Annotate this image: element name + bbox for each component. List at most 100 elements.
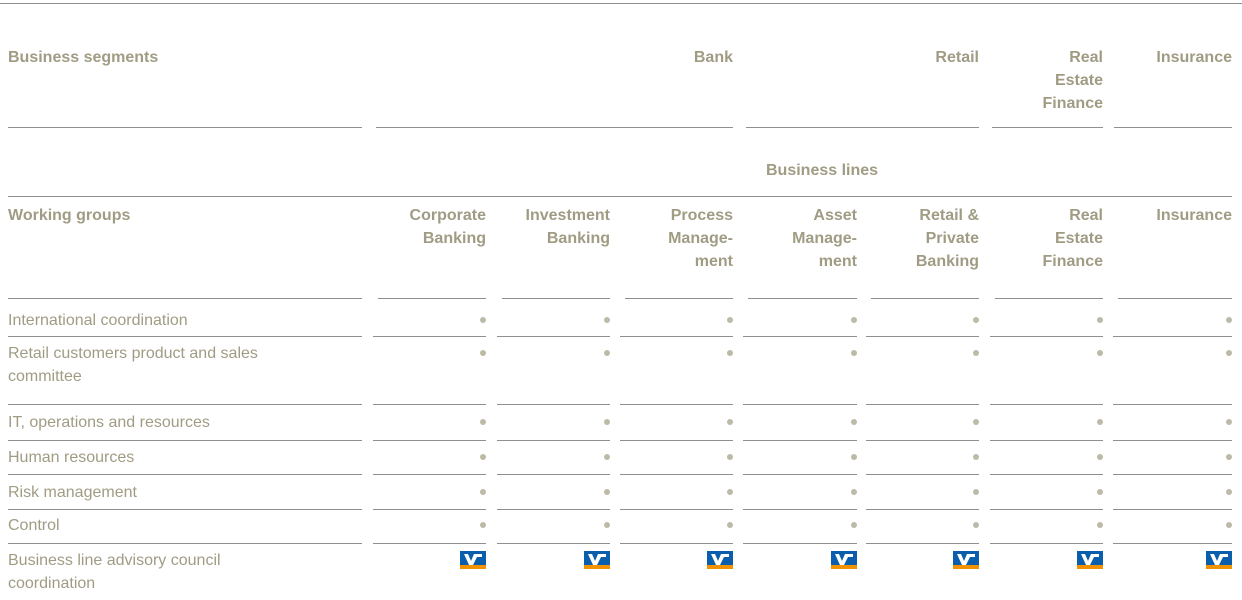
logo [1077,551,1103,569]
rule [1113,336,1232,337]
rule [1113,509,1232,510]
rule [743,509,857,510]
rule [871,298,979,299]
rule [1113,404,1232,405]
rule [8,440,362,441]
rule [497,543,610,544]
row-label: Risk management [8,484,137,501]
rule [373,440,486,441]
membership-dot [604,522,610,528]
membership-dot [1226,419,1232,425]
rule [990,509,1103,510]
rule [748,298,857,299]
membership-dot [727,419,733,425]
rule [8,404,362,405]
rule [746,127,979,128]
membership-dot [1226,522,1232,528]
membership-dot [480,454,486,460]
membership-dot [604,317,610,323]
segment-header: Bank [693,49,733,66]
membership-dot [973,489,979,495]
rule [620,404,733,405]
membership-dot [1097,317,1103,323]
rule [990,404,1103,405]
rule [378,298,486,299]
rule [990,440,1103,441]
rule [866,440,979,441]
row-label: Control [8,517,60,534]
rule [620,336,733,337]
rule [373,404,486,405]
logo [953,551,979,569]
membership-dot [1226,454,1232,460]
business-lines-label: Business lines [766,162,879,179]
rule [373,474,486,475]
rule [866,474,979,475]
rule [8,298,362,299]
rule [373,336,486,337]
rule [625,298,733,299]
column-header: Corporate Banking [409,207,486,247]
rule [866,336,979,337]
rule [866,509,979,510]
membership-dot [604,350,610,356]
rule [497,404,610,405]
rule [743,474,857,475]
membership-dot [973,419,979,425]
membership-dot [604,419,610,425]
rule [373,543,486,544]
membership-dot [727,350,733,356]
rule [866,404,979,405]
membership-dot [851,317,857,323]
membership-dot [973,317,979,323]
membership-dot [727,489,733,495]
logo [707,551,733,569]
rule [620,509,733,510]
membership-dot [851,350,857,356]
rule [373,509,486,510]
rule [990,474,1103,475]
row-label: Human resources [8,449,135,466]
membership-dot [851,454,857,460]
row-label: Retail customers product and sales commi… [8,345,258,385]
segment-header: Real Estate Finance [1042,49,1103,112]
membership-dot [851,419,857,425]
membership-dot [1097,489,1103,495]
membership-dot [973,350,979,356]
rule [8,127,362,128]
rule [620,474,733,475]
membership-dot [480,350,486,356]
membership-dot [727,454,733,460]
rule [620,440,733,441]
membership-dot [727,522,733,528]
column-header: Process Manage- ment [668,207,733,270]
membership-dot [480,317,486,323]
column-header: Investment Banking [525,207,610,247]
membership-dot [1097,522,1103,528]
membership-dot [1226,489,1232,495]
rule [376,127,733,128]
rule [1113,440,1232,441]
rule [8,336,362,337]
membership-dot [727,317,733,323]
membership-dot [604,489,610,495]
rule [995,298,1103,299]
rule [497,440,610,441]
membership-dot [1226,350,1232,356]
rule [1114,127,1232,128]
rule [992,127,1103,128]
membership-dot [604,454,610,460]
column-header: Insurance [1156,207,1232,224]
membership-dot [973,522,979,528]
membership-dot [1226,317,1232,323]
membership-dot [1097,419,1103,425]
column-header: Real Estate Finance [1042,207,1103,270]
column-header: Retail & Private Banking [915,207,979,270]
membership-dot [851,489,857,495]
working-groups-label: Working groups [8,207,131,224]
membership-dot [1097,350,1103,356]
rule [502,298,610,299]
rule [743,543,857,544]
rule [497,336,610,337]
